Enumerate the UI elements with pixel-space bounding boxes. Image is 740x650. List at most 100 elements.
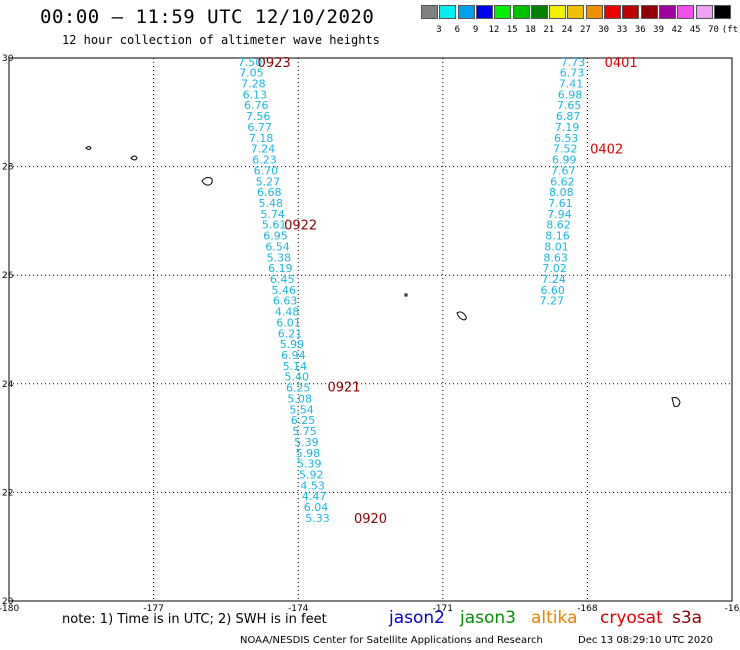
swh-value-jason2: 6.13 — [243, 88, 268, 101]
swh-value-jason2: 7.50 — [238, 56, 263, 69]
color-scale-label: 21 — [543, 25, 555, 35]
color-scale-label: 9 — [472, 25, 479, 35]
pass-time-label-jason2: 0923 — [258, 56, 291, 71]
color-scale-label: (ft) — [721, 25, 740, 35]
color-swatch — [457, 5, 475, 19]
swh-value-jason2: 7.56 — [246, 110, 271, 123]
swh-value-jason2: 6.01 — [276, 316, 301, 329]
color-scale-label: 6 — [454, 25, 460, 35]
x-tick-label: -16 — [725, 604, 740, 614]
color-swatch — [475, 5, 493, 19]
color-scale-label: 42 — [671, 25, 683, 35]
color-swatch — [640, 5, 658, 19]
swh-value-jason2: 5.39 — [294, 436, 319, 449]
x-tick-label: -177 — [143, 604, 163, 614]
color-scale-label: 3 — [436, 25, 442, 35]
color-scale-label: 12 — [488, 25, 500, 35]
swh-value-cryosat: 6.53 — [554, 132, 579, 145]
x-tick-label: -171 — [433, 604, 453, 614]
swh-value-jason2: 6.63 — [273, 295, 298, 308]
swh-value-cryosat: 6.98 — [558, 88, 583, 101]
swh-value-jason2: 5.38 — [267, 251, 292, 264]
swh-value-jason2: 5.33 — [305, 512, 330, 525]
swh-value-jason2: 5.48 — [258, 197, 283, 210]
swh-value-jason2: 6.04 — [304, 501, 329, 514]
swh-value-jason2: 7.28 — [241, 78, 266, 91]
color-swatch — [677, 5, 695, 19]
swh-value-jason2: 6.76 — [244, 99, 269, 112]
swh-value-jason2: 6.19 — [268, 262, 293, 275]
swh-value-jason2: 7.18 — [249, 132, 274, 145]
swh-value-jason2: 6.70 — [254, 164, 279, 177]
swh-value-cryosat: 7.24 — [541, 273, 566, 286]
color-scale-label: 33 — [616, 25, 628, 35]
y-tick-label: 26 — [2, 271, 14, 281]
color-swatch — [494, 5, 512, 19]
map-title: 00:00 – 11:59 UTC 12/10/2020 — [40, 6, 375, 28]
swh-value-jason2: 5.61 — [262, 219, 287, 232]
swh-value-cryosat: 7.65 — [557, 99, 582, 112]
swh-value-jason2: 7.24 — [251, 143, 276, 156]
swh-value-jason2: 5.27 — [256, 175, 281, 188]
color-swatch — [713, 5, 731, 19]
swh-value-jason2: 5.39 — [297, 458, 322, 471]
island-outline — [671, 397, 681, 407]
color-swatch — [585, 5, 603, 19]
swh-value-cryosat: 6.62 — [550, 175, 575, 188]
color-scale-label: 15 — [506, 25, 518, 35]
color-swatch — [604, 5, 621, 19]
color-scale-label: 27 — [579, 25, 591, 35]
legend-jason3: jason3 — [460, 608, 516, 628]
swh-value-cryosat: 7.41 — [559, 78, 584, 91]
swh-value-jason2: 6.77 — [247, 121, 272, 134]
swh-value-cryosat: 8.16 — [545, 230, 570, 243]
y-tick-label: 22 — [2, 488, 13, 498]
color-swatch — [421, 5, 438, 19]
swh-value-jason2: 5.99 — [280, 338, 305, 351]
color-swatch — [439, 5, 457, 19]
legend-s3a: s3a — [672, 608, 703, 628]
credit-timestamp: Dec 13 08:29:10 UTC 2020 — [578, 635, 713, 646]
swh-value-cryosat: 7.67 — [551, 164, 576, 177]
swh-value-cryosat: 8.63 — [543, 251, 568, 264]
swh-value-jason2: 5.75 — [292, 425, 317, 438]
map-subtitle: 12 hour collection of altimeter wave hei… — [62, 33, 380, 47]
island-outline — [201, 176, 213, 186]
color-scale-label: 30 — [598, 25, 610, 35]
swh-value-jason2: 4.47 — [302, 490, 327, 503]
swh-value-jason2: 6.25 — [286, 382, 311, 395]
pass-time-label-jason2: 0921 — [327, 381, 360, 396]
swh-value-cryosat: 7.73 — [561, 56, 586, 69]
y-tick-label: 20 — [2, 597, 14, 607]
swh-value-cryosat: 7.02 — [542, 262, 567, 275]
x-tick-label: -180 — [0, 604, 19, 614]
legend-cryosat: cryosat — [600, 608, 663, 628]
swh-value-jason2: 5.54 — [289, 403, 314, 416]
swh-value-jason2: 5.14 — [283, 360, 308, 373]
swh-value-jason2: 6.68 — [257, 186, 282, 199]
swh-value-jason2: 4.53 — [300, 479, 325, 492]
swh-value-jason2: 5.98 — [296, 447, 321, 460]
swh-value-cryosat: 6.73 — [560, 67, 585, 80]
swh-value-jason2: 5.40 — [285, 371, 310, 384]
color-swatch — [512, 5, 530, 19]
swh-value-jason2: 6.25 — [291, 414, 316, 427]
x-tick-label: -174 — [288, 604, 309, 614]
swh-value-cryosat: 7.27 — [539, 295, 564, 308]
y-tick-label: 28 — [2, 163, 14, 173]
pass-time-label-cryosat: 0402 — [590, 143, 623, 158]
color-scale-label: 45 — [689, 25, 701, 35]
color-swatch — [530, 5, 548, 19]
swh-value-jason2: 6.94 — [281, 349, 306, 362]
swh-value-cryosat: 8.08 — [549, 186, 574, 199]
swh-value-jason2: 4.48 — [275, 306, 300, 319]
map-frame — [8, 57, 733, 602]
swh-value-jason2: 5.08 — [287, 392, 312, 405]
color-scale-label: 39 — [653, 25, 665, 35]
swh-value-jason2: 6.45 — [270, 273, 295, 286]
swh-value-cryosat: 7.19 — [555, 121, 580, 134]
color-swatch — [695, 5, 713, 19]
swh-value-jason2: 5.46 — [271, 284, 296, 297]
pass-time-label-jason2: 0922 — [284, 219, 317, 234]
